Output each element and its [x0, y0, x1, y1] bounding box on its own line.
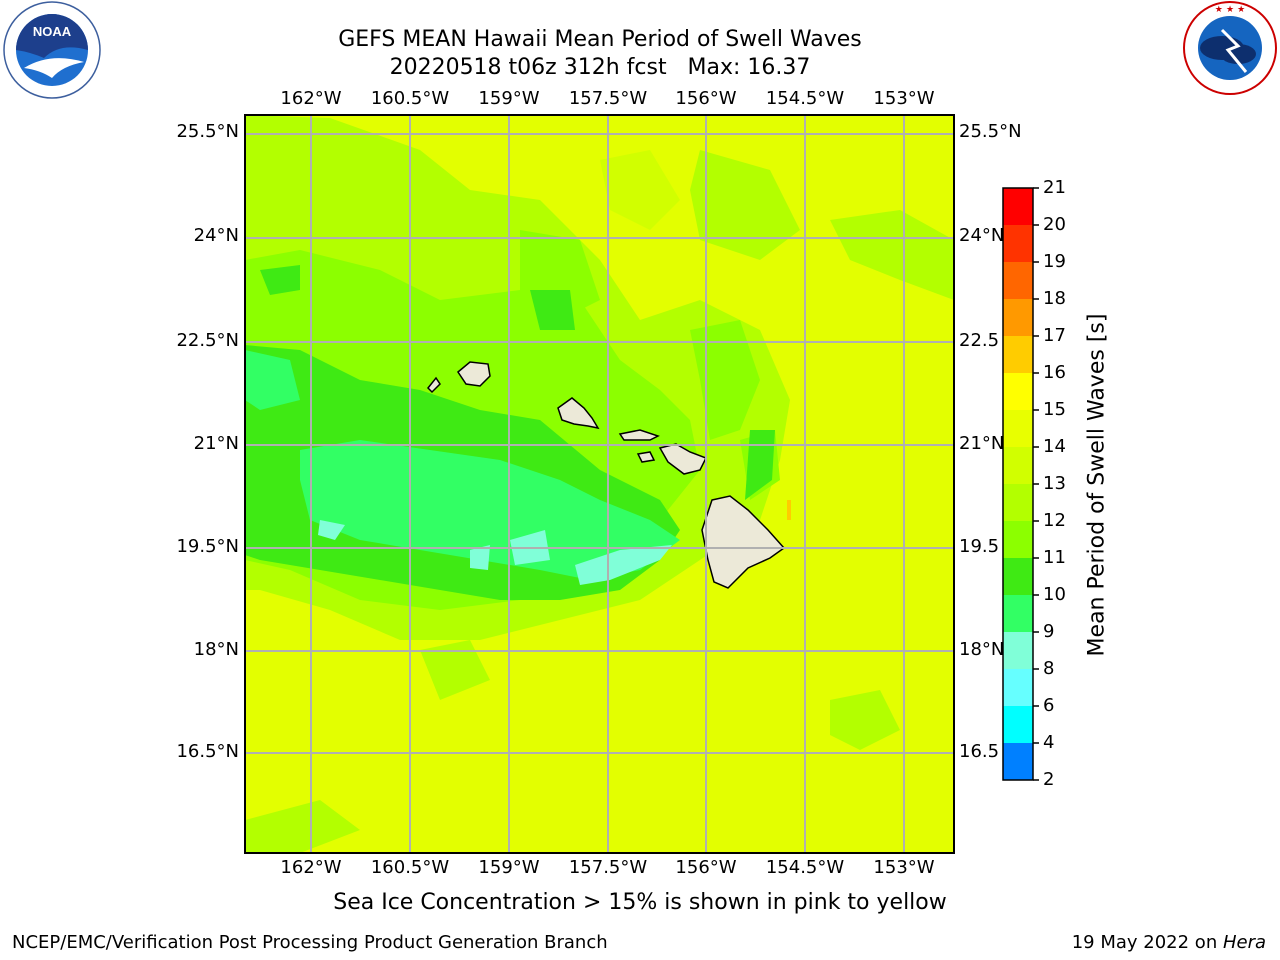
footer-date-text: 19 May 2022 on: [1071, 932, 1223, 953]
colorbar-tick-label: 13: [1043, 473, 1066, 494]
colorbar-tick-label: 9: [1043, 621, 1055, 642]
colorbar-tick-label: 2: [1043, 769, 1055, 790]
lon-label-top: 162°W: [280, 88, 342, 109]
footer-date: 19 May 2022 on Hera: [1072, 932, 1266, 953]
colorbar-tick-label: 14: [1043, 436, 1066, 457]
colorbar-tick-label: 21: [1043, 177, 1066, 198]
colorbar-segment: [1003, 373, 1033, 411]
lat-label-left: 19.5°N: [176, 536, 239, 557]
lon-label-top: 153°W: [873, 88, 935, 109]
lon-label-top: 160.5°W: [370, 88, 450, 109]
colorbar-tick-label: 10: [1043, 584, 1066, 605]
colorbar-segment: [1003, 299, 1033, 337]
niihau-island: [426, 376, 441, 394]
colorbar-segment: [1003, 706, 1033, 744]
lat-label-right: 24°N: [959, 225, 1005, 246]
map-title: GEFS MEAN Hawaii Mean Period of Swell Wa…: [338, 27, 862, 52]
molokai-island: [618, 429, 660, 441]
svg-text:★ ★ ★: ★ ★ ★: [1215, 5, 1245, 15]
oahu-island: [557, 397, 600, 430]
lon-label-top: 156°W: [675, 88, 737, 109]
colorbar-frame: [1002, 187, 1034, 781]
colorbar-segment: [1003, 225, 1033, 263]
lon-label-bottom: 157.5°W: [568, 857, 648, 878]
lat-label-right: 22.5: [959, 330, 1000, 351]
colorbar-segment: [1003, 447, 1033, 485]
colorbar-title: Mean Period of Swell Waves [s]: [1084, 313, 1110, 657]
colorbar-segment: [1003, 484, 1033, 522]
colorbar-tick-label: 20: [1043, 214, 1066, 235]
colorbar-segment: [1003, 632, 1033, 670]
lat-label-left: 24°N: [193, 225, 239, 246]
colorbar-segment: [1003, 669, 1033, 707]
nws-logo: ★ ★ ★: [1183, 1, 1277, 95]
map-gridlines: [245, 115, 954, 853]
colorbar-tick-label: 8: [1043, 658, 1055, 679]
colorbar-segment: [1003, 558, 1033, 596]
colorbar-tick-label: 12: [1043, 510, 1066, 531]
footer-host: Hera: [1222, 932, 1266, 953]
lon-label-bottom: 162°W: [280, 857, 342, 878]
colorbar-tick-label: 15: [1043, 399, 1066, 420]
lat-label-right: 18°N: [959, 639, 1005, 660]
sea-ice-note: Sea Ice Concentration > 15% is shown in …: [333, 890, 947, 915]
lat-label-left: 22.5°N: [176, 330, 239, 351]
lat-label-left: 25.5°N: [176, 121, 239, 142]
lat-label-right: 16.5: [959, 741, 1000, 762]
noaa-logo: NOAA: [3, 1, 101, 99]
colorbar-tick-label: 11: [1043, 547, 1066, 568]
lon-label-top: 159°W: [478, 88, 540, 109]
kauai-island: [457, 361, 491, 387]
noaa-logo-text: NOAA: [33, 24, 72, 39]
lon-label-top: 154.5°W: [765, 88, 845, 109]
colorbar-tick-label: 19: [1043, 251, 1066, 272]
colorbar-segment: [1003, 410, 1033, 448]
lon-label-bottom: 156°W: [675, 857, 737, 878]
lat-label-left: 16.5°N: [176, 741, 239, 762]
colorbar: [1003, 187, 1039, 781]
swell-period-field: [245, 115, 954, 853]
colorbar-segment: [1003, 188, 1033, 226]
lon-label-top: 157.5°W: [568, 88, 648, 109]
colorbar-tick-label: 6: [1043, 695, 1055, 716]
map-subtitle: 20220518 t06z 312h fcst Max: 16.37: [389, 55, 811, 80]
lon-label-bottom: 160.5°W: [370, 857, 450, 878]
lat-label-right: 21°N: [959, 433, 1005, 454]
colorbar-tick-label: 4: [1043, 732, 1055, 753]
lon-label-bottom: 159°W: [478, 857, 540, 878]
colorbar-segment: [1003, 595, 1033, 633]
colorbar-segment: [1003, 262, 1033, 300]
hawaiian-islands: [426, 361, 786, 589]
colorbar-segment: [1003, 743, 1033, 781]
colorbar-segment: [1003, 521, 1033, 559]
lat-label-right: 25.5°N: [959, 121, 1022, 142]
lat-label-right: 19.5: [959, 536, 1000, 557]
lat-label-left: 21°N: [193, 433, 239, 454]
lanai-island: [636, 451, 656, 463]
colorbar-segment: [1003, 336, 1033, 374]
lat-label-left: 18°N: [193, 639, 239, 660]
colorbar-tick-label: 17: [1043, 325, 1066, 346]
lon-label-bottom: 153°W: [873, 857, 935, 878]
colorbar-tick-label: 16: [1043, 362, 1066, 383]
footer-credit: NCEP/EMC/Verification Post Processing Pr…: [12, 932, 608, 953]
lon-label-bottom: 154.5°W: [765, 857, 845, 878]
colorbar-tick-label: 18: [1043, 288, 1066, 309]
map-frame: [244, 114, 955, 854]
